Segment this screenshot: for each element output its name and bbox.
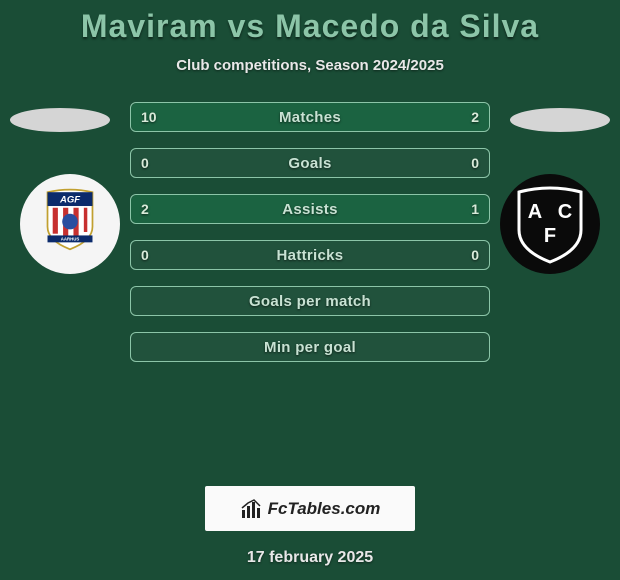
- page-subtitle: Club competitions, Season 2024/2025: [0, 57, 620, 74]
- photo-placeholder-right: [510, 108, 610, 132]
- stat-row: Matches10 2: [130, 102, 490, 132]
- stat-row: Assists2 1: [130, 194, 490, 224]
- comparison-panel: AGF AARHUS A F C Matches102Goals0: [0, 102, 620, 482]
- club-badge-right: A F C: [500, 174, 600, 274]
- svg-text:AGF: AGF: [59, 195, 80, 206]
- stat-row: Goals per match: [130, 286, 490, 316]
- stat-label: Assists: [131, 195, 489, 223]
- stat-value-right: 1: [461, 195, 489, 223]
- stat-label: Min per goal: [131, 333, 489, 361]
- stat-bars: Matches102Goals00Assists21Hattricks00Goa…: [130, 102, 490, 378]
- stat-row: Goals0 0: [130, 148, 490, 178]
- stat-label: Goals per match: [131, 287, 489, 315]
- brand-badge: FcTables.com: [205, 486, 415, 531]
- stat-value-left: 0: [131, 149, 159, 177]
- stat-label: Hattricks: [131, 241, 489, 269]
- svg-text:A: A: [528, 201, 542, 223]
- club-badge-left: AGF AARHUS: [20, 174, 120, 274]
- chart-icon: [240, 498, 262, 520]
- date-label: 17 february 2025: [0, 549, 620, 567]
- brand-text: FcTables.com: [268, 499, 381, 519]
- stat-label: Goals: [131, 149, 489, 177]
- stat-value-right: 2: [461, 103, 489, 131]
- shield-icon: A F C: [515, 184, 585, 264]
- svg-text:C: C: [558, 201, 572, 223]
- page-title: Maviram vs Macedo da Silva: [0, 0, 620, 45]
- stat-value-left: 10: [131, 103, 167, 131]
- shield-icon: AGF AARHUS: [42, 187, 98, 251]
- stat-label: Matches: [131, 103, 489, 131]
- photo-placeholder-left: [10, 108, 110, 132]
- stat-value-right: 0: [461, 241, 489, 269]
- stat-row: Min per goal: [130, 332, 490, 362]
- agf-crest: AGF AARHUS: [39, 187, 101, 261]
- stat-value-left: 2: [131, 195, 159, 223]
- stat-value-right: 0: [461, 149, 489, 177]
- svg-text:AARHUS: AARHUS: [61, 237, 80, 242]
- stat-row: Hattricks0 0: [130, 240, 490, 270]
- svg-text:F: F: [544, 225, 556, 247]
- stat-value-left: 0: [131, 241, 159, 269]
